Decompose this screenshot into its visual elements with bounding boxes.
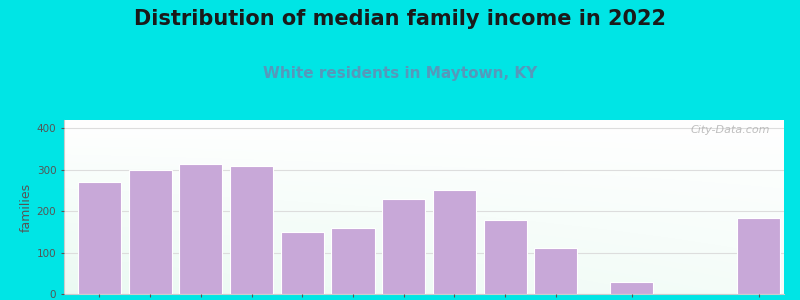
Bar	[230, 167, 273, 294]
Bar	[534, 248, 578, 294]
Bar	[331, 228, 374, 294]
Bar	[610, 282, 654, 294]
Text: White residents in Maytown, KY: White residents in Maytown, KY	[263, 66, 537, 81]
Text: Distribution of median family income in 2022: Distribution of median family income in …	[134, 9, 666, 29]
Y-axis label: families: families	[19, 182, 33, 232]
Bar	[129, 170, 172, 294]
Bar	[483, 220, 526, 294]
Bar	[433, 190, 476, 294]
Bar	[737, 218, 780, 294]
Text: City-Data.com: City-Data.com	[690, 125, 770, 135]
Bar	[281, 232, 324, 294]
Bar	[78, 182, 121, 294]
Bar	[179, 164, 222, 294]
Bar	[382, 199, 426, 294]
